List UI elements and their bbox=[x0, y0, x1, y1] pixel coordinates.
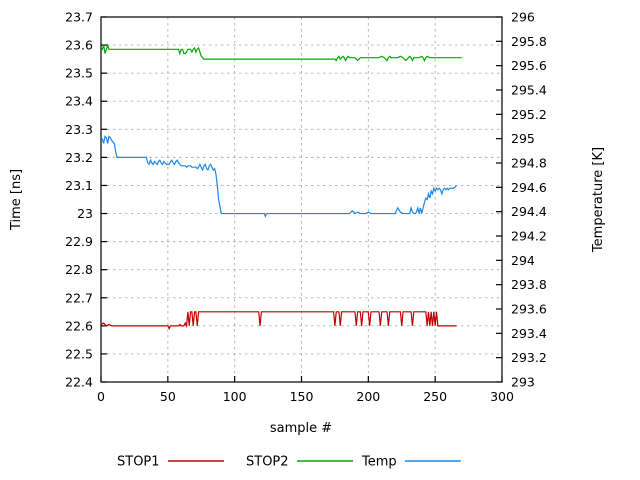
y-tick-label: 22.7 bbox=[65, 290, 93, 305]
y2-tick-label: 293 bbox=[511, 375, 535, 390]
x-tick-label: 100 bbox=[223, 389, 247, 404]
x-tick-label: 250 bbox=[423, 389, 447, 404]
y-tick-label: 23.1 bbox=[65, 178, 93, 193]
y2-tick-label: 293.4 bbox=[511, 326, 547, 341]
y-tick-label: 23.6 bbox=[65, 38, 93, 53]
y2-axis-ticks: 293 293.2 293.4 293.6 293.8 294 294.2 294.4 294.… bbox=[496, 10, 547, 390]
y-axis-title: Time [ns] bbox=[9, 169, 24, 231]
y-tick-label: 23 bbox=[77, 206, 93, 221]
y2-tick-label: 294 bbox=[511, 253, 535, 268]
y2-tick-label: 295 bbox=[511, 131, 535, 146]
legend-label-temp: Temp bbox=[361, 455, 397, 470]
x-axis-title: sample # bbox=[270, 421, 332, 436]
gridlines bbox=[101, 17, 502, 382]
data-series-group bbox=[101, 43, 462, 331]
y2-tick-label: 293.8 bbox=[511, 277, 547, 292]
plot-frame bbox=[100, 16, 503, 383]
x-tick-label: 0 bbox=[97, 389, 105, 404]
y2-tick-label: 295.8 bbox=[511, 34, 547, 49]
x-tick-label: 300 bbox=[490, 389, 514, 404]
y-tick-label: 22.9 bbox=[65, 234, 93, 249]
y-tick-label: 23.7 bbox=[65, 10, 93, 25]
y2-tick-label: 296 bbox=[511, 10, 535, 25]
y-tick-label: 22.5 bbox=[65, 346, 93, 361]
y-tick-label: 22.4 bbox=[65, 375, 93, 390]
y2-tick-label: 294.2 bbox=[511, 229, 547, 244]
y2-tick-label: 293.2 bbox=[511, 350, 547, 365]
y-axis-ticks: 22.4 22.5 22.6 22.7 22.8 22.9 23 23.1 23.2 23.3 23… bbox=[65, 10, 107, 390]
x-tick-label: 150 bbox=[290, 389, 314, 404]
y2-tick-label: 295.2 bbox=[511, 107, 547, 122]
legend: STOP1 STOP2 Temp bbox=[117, 455, 461, 470]
y-tick-label: 22.6 bbox=[65, 318, 93, 333]
series-line-stop1 bbox=[101, 311, 457, 331]
y2-tick-label: 293.6 bbox=[511, 302, 547, 317]
y-tick-label: 23.2 bbox=[65, 150, 93, 165]
y2-axis-title: Temperature [K] bbox=[591, 147, 606, 253]
y2-tick-label: 294.6 bbox=[511, 180, 547, 195]
y2-tick-label: 295.4 bbox=[511, 83, 547, 98]
y-tick-label: 23.5 bbox=[65, 66, 93, 81]
y-tick-label: 23.4 bbox=[65, 94, 93, 109]
legend-label-stop2: STOP2 bbox=[246, 455, 289, 470]
x-tick-label: 50 bbox=[160, 389, 176, 404]
legend-label-stop1: STOP1 bbox=[117, 455, 160, 470]
y-tick-label: 22.8 bbox=[65, 262, 93, 277]
y2-tick-label: 294.4 bbox=[511, 204, 547, 219]
y-tick-label: 23.3 bbox=[65, 122, 93, 137]
x-axis-ticks: 0 50 100 150 200 250 300 bbox=[97, 376, 514, 404]
x-tick-label: 200 bbox=[356, 389, 380, 404]
y2-tick-label: 294.8 bbox=[511, 156, 547, 171]
series-line-temp bbox=[101, 135, 457, 218]
series-line-stop2 bbox=[101, 43, 462, 62]
y2-tick-label: 295.6 bbox=[511, 58, 547, 73]
